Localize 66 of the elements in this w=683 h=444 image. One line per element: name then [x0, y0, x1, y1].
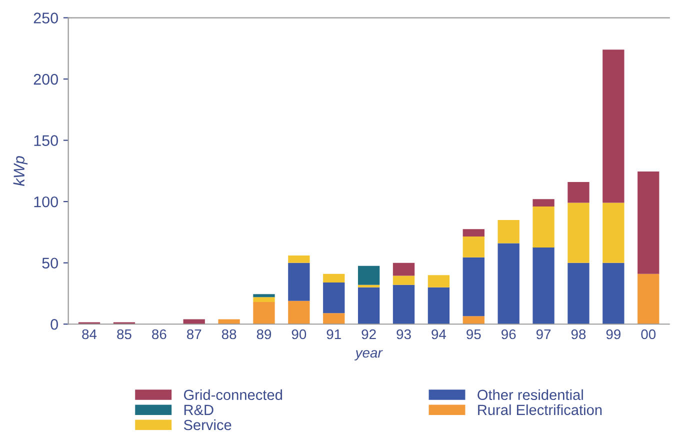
x-tick-label: 97: [536, 329, 551, 340]
bar: [568, 202, 590, 263]
x-tick-label: 95: [466, 329, 481, 340]
y-axis-title: kWp: [13, 156, 28, 186]
bar: [568, 182, 590, 203]
y-tick-label: 50: [42, 258, 58, 269]
x-tick-label: 96: [502, 329, 516, 340]
bar: [498, 243, 520, 324]
bar: [253, 297, 275, 302]
bar: [428, 287, 450, 324]
bar: [253, 294, 275, 298]
x-axis-title: year: [354, 350, 383, 360]
y-tick-label: 100: [34, 196, 58, 208]
legend-label: Rural Electrification: [478, 404, 602, 416]
x-tick-label: 00: [641, 329, 656, 340]
legend-label: Service: [184, 419, 232, 430]
bar: [323, 282, 345, 314]
bar: [602, 262, 624, 324]
bar: [462, 236, 484, 258]
y-tick-label: 250: [34, 12, 58, 24]
x-tick-label: 91: [326, 329, 341, 340]
bar: [288, 262, 310, 301]
bar: [358, 284, 380, 288]
bar: [428, 275, 450, 288]
bar: [638, 172, 660, 274]
bar: [392, 284, 415, 324]
x-tick-label: 92: [362, 329, 376, 340]
bar: [323, 313, 345, 324]
bar: [568, 262, 590, 324]
bar: [253, 302, 275, 324]
x-tick-label: 99: [606, 329, 620, 340]
bar: [392, 276, 415, 285]
x-tick-label: 98: [571, 329, 586, 340]
x-tick-label: 84: [82, 329, 97, 340]
bar: [462, 257, 484, 316]
bar: [602, 202, 624, 263]
legend-label: R&D: [184, 404, 214, 416]
y-tick-label: 150: [34, 135, 58, 146]
legend-label: Other residential: [478, 389, 583, 400]
bar: [638, 274, 660, 324]
bar: [358, 287, 380, 324]
bar: [183, 319, 205, 324]
bar: [218, 319, 240, 324]
bar: [323, 274, 345, 282]
x-tick-label: 86: [152, 329, 166, 340]
bar: [288, 255, 310, 263]
x-tick-label: 87: [186, 329, 202, 340]
x-tick-label: 88: [222, 329, 236, 340]
x-tick-label: 85: [117, 329, 132, 340]
bar: [602, 50, 624, 203]
bar: [532, 199, 554, 206]
y-tick-label: 0: [50, 318, 58, 330]
bar: [532, 248, 554, 324]
legend-label: Grid-connected: [184, 389, 282, 400]
y-tick-label: 200: [34, 74, 58, 85]
x-tick-label: 90: [292, 329, 306, 340]
x-tick-label: 93: [396, 329, 411, 340]
bar: [392, 262, 415, 276]
x-tick-label: 94: [432, 329, 446, 340]
bar: [288, 300, 310, 324]
x-tick-label: 89: [256, 329, 272, 340]
bar: [532, 206, 554, 248]
bar: [462, 229, 484, 236]
bar: [358, 266, 380, 285]
bar: [498, 220, 520, 244]
bar: [462, 316, 484, 324]
